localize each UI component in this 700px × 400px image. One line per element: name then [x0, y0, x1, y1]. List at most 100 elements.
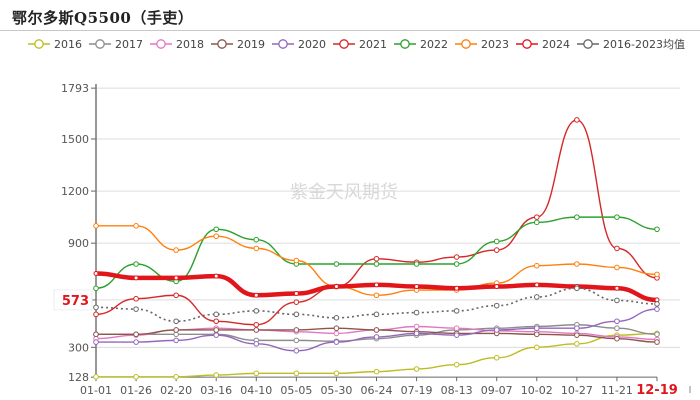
- data-point[interactable]: [493, 238, 500, 245]
- data-point[interactable]: [253, 327, 260, 333]
- data-point[interactable]: [133, 306, 139, 312]
- data-point[interactable]: [253, 370, 260, 377]
- data-point[interactable]: [253, 245, 260, 252]
- data-point[interactable]: [414, 284, 420, 290]
- data-point[interactable]: [173, 374, 179, 380]
- data-point[interactable]: [534, 282, 540, 288]
- data-point[interactable]: [574, 261, 580, 267]
- data-point[interactable]: [333, 284, 339, 290]
- data-point[interactable]: [333, 370, 340, 377]
- data-point[interactable]: [373, 261, 380, 267]
- data-point[interactable]: [213, 332, 220, 338]
- data-point[interactable]: [373, 334, 380, 340]
- data-point[interactable]: [654, 339, 660, 345]
- data-point[interactable]: [493, 247, 500, 253]
- data-point[interactable]: [614, 318, 620, 325]
- data-point[interactable]: [213, 311, 220, 318]
- data-point[interactable]: [293, 327, 300, 333]
- data-point[interactable]: [373, 255, 380, 262]
- data-point[interactable]: [453, 308, 460, 314]
- data-point[interactable]: [173, 318, 179, 325]
- data-point[interactable]: [133, 261, 139, 267]
- data-point[interactable]: [93, 331, 99, 338]
- data-point[interactable]: [493, 302, 500, 309]
- data-point[interactable]: [373, 368, 380, 375]
- legend-item-2019[interactable]: 2019: [211, 38, 265, 51]
- data-point[interactable]: [614, 325, 620, 332]
- data-point[interactable]: [213, 327, 220, 333]
- data-point[interactable]: [614, 264, 620, 271]
- data-point[interactable]: [574, 214, 580, 220]
- legend-item-2021[interactable]: 2021: [333, 38, 387, 51]
- data-point[interactable]: [93, 339, 99, 345]
- data-point[interactable]: [374, 282, 379, 288]
- data-point[interactable]: [173, 247, 179, 253]
- legend-item-2024[interactable]: 2024: [516, 38, 570, 51]
- data-point[interactable]: [453, 261, 460, 267]
- data-point[interactable]: [253, 236, 260, 243]
- data-point[interactable]: [133, 374, 139, 380]
- data-point[interactable]: [133, 339, 139, 345]
- legend-item-2018[interactable]: 2018: [150, 38, 204, 51]
- data-point[interactable]: [133, 331, 139, 338]
- data-point[interactable]: [133, 275, 139, 281]
- data-point[interactable]: [93, 374, 99, 380]
- data-point[interactable]: [173, 337, 179, 344]
- data-point[interactable]: [333, 315, 340, 321]
- legend-item-2016[interactable]: 2016: [28, 38, 82, 51]
- data-point[interactable]: [413, 261, 420, 267]
- data-point[interactable]: [293, 299, 300, 305]
- data-point[interactable]: [654, 306, 660, 312]
- data-point[interactable]: [654, 271, 660, 278]
- data-point[interactable]: [453, 254, 460, 260]
- data-point[interactable]: [454, 285, 460, 291]
- data-point[interactable]: [493, 354, 500, 361]
- legend-item-2017[interactable]: 2017: [89, 38, 143, 51]
- legend-item-2020[interactable]: 2020: [272, 38, 326, 51]
- data-point[interactable]: [293, 257, 300, 264]
- legend-item-2023[interactable]: 2023: [455, 38, 509, 51]
- legend-item-2016-2023均值[interactable]: 2016-2023均值: [577, 36, 685, 52]
- data-point[interactable]: [494, 284, 500, 290]
- data-point[interactable]: [173, 275, 179, 281]
- data-point[interactable]: [333, 339, 340, 345]
- data-point[interactable]: [574, 285, 580, 292]
- data-point[interactable]: [293, 347, 300, 354]
- data-point[interactable]: [533, 214, 540, 220]
- data-point[interactable]: [614, 245, 620, 252]
- data-point[interactable]: [213, 318, 220, 325]
- data-point[interactable]: [373, 311, 380, 318]
- data-point[interactable]: [293, 291, 299, 297]
- data-point[interactable]: [293, 311, 300, 318]
- data-point[interactable]: [333, 325, 340, 332]
- data-point[interactable]: [533, 325, 540, 332]
- data-point[interactable]: [453, 361, 460, 368]
- data-point[interactable]: [533, 331, 540, 338]
- data-point[interactable]: [213, 226, 220, 233]
- legend-item-2022[interactable]: 2022: [394, 38, 448, 51]
- data-point[interactable]: [654, 226, 660, 233]
- data-point[interactable]: [173, 327, 179, 333]
- data-point[interactable]: [293, 337, 300, 344]
- data-point[interactable]: [413, 309, 420, 316]
- data-point[interactable]: [574, 117, 580, 123]
- data-point[interactable]: [574, 341, 580, 347]
- data-point[interactable]: [293, 370, 300, 377]
- data-point[interactable]: [333, 330, 340, 337]
- data-point[interactable]: [614, 335, 620, 342]
- data-point[interactable]: [133, 223, 139, 229]
- data-point[interactable]: [253, 341, 260, 347]
- data-point[interactable]: [533, 219, 540, 226]
- data-point[interactable]: [614, 285, 620, 291]
- data-point[interactable]: [413, 330, 420, 337]
- data-point[interactable]: [93, 304, 99, 311]
- data-point[interactable]: [133, 295, 139, 302]
- data-point[interactable]: [413, 323, 420, 330]
- data-point[interactable]: [253, 292, 259, 298]
- data-point[interactable]: [253, 308, 260, 314]
- data-point[interactable]: [654, 301, 660, 307]
- data-point[interactable]: [253, 321, 260, 328]
- data-point[interactable]: [574, 325, 580, 332]
- data-point[interactable]: [93, 285, 99, 292]
- data-point[interactable]: [614, 297, 620, 304]
